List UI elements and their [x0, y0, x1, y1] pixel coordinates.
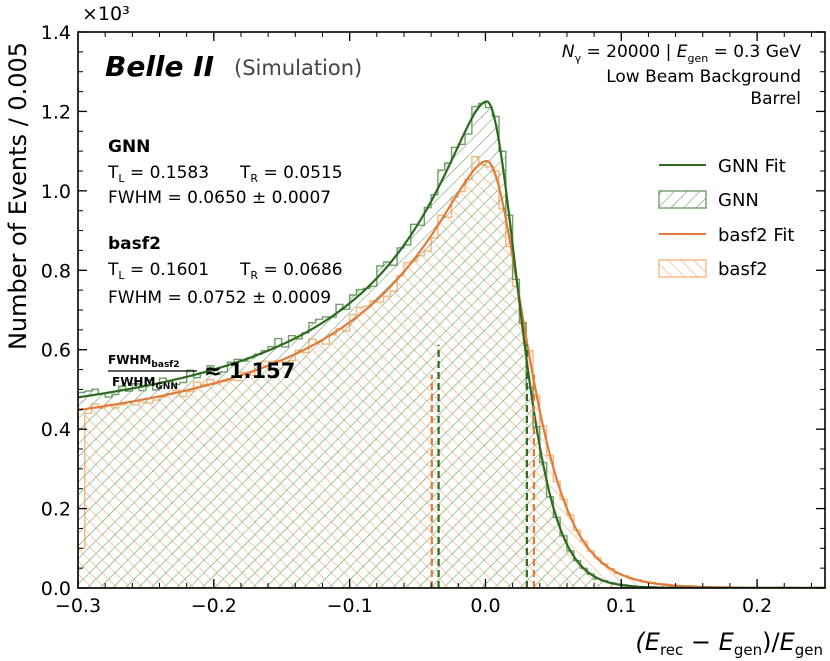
- svg-text:FWHMbasf2: FWHMbasf2: [108, 353, 179, 370]
- x-tick-label: −0.1: [327, 595, 373, 617]
- x-axis-title: (Erec − Egen)/Egen: [635, 628, 823, 659]
- info-line1: Nγ = 20000 | Egen = 0.3 GeV: [562, 42, 802, 65]
- y-tick-label: 1.4: [41, 22, 71, 44]
- axis-ticks: −0.3 −0.2 −0.1 0.0 0.1 0.2 0.0 0.2 0.4 0.6 0.8 1.0 1…: [41, 22, 825, 617]
- gnn-fwhm: FWHM = 0.0650 ± 0.0007: [108, 188, 331, 208]
- legend: GNN Fit GNN basf2 Fit basf2: [658, 156, 794, 280]
- x-tick-label: 0.2: [742, 595, 772, 617]
- svg-text:GNN Fit: GNN Fit: [718, 156, 786, 177]
- gnn-tr: TR = 0.0515: [239, 163, 343, 185]
- legend-item-gnn-hist: GNN: [658, 190, 759, 211]
- y-tick-label: 0.8: [41, 260, 71, 282]
- basf2-tl: TL = 0.1601: [107, 260, 209, 282]
- y-tick-label: 0.6: [41, 340, 71, 362]
- legend-item-basf2-hist: basf2: [658, 259, 768, 280]
- svg-text:GNN: GNN: [718, 190, 759, 211]
- x-tick-label: −0.2: [191, 595, 237, 617]
- x-tick-label: 0.0: [470, 595, 500, 617]
- gnn-tl: TL = 0.1583: [107, 163, 209, 185]
- legend-item-basf2-fit: basf2 Fit: [659, 225, 794, 246]
- plot-area: [78, 100, 825, 588]
- y-tick-label: 0.4: [41, 419, 71, 441]
- x-tick-label: −0.3: [55, 595, 101, 617]
- basf2-tr: TR = 0.0686: [239, 260, 343, 282]
- y-tick-label: 1.2: [41, 101, 71, 123]
- y-tick-label: 1.0: [41, 181, 71, 203]
- info-line2: Low Beam Background: [606, 67, 801, 87]
- svg-text:basf2 Fit: basf2 Fit: [718, 225, 794, 246]
- experiment-label: Belle II: [105, 50, 214, 83]
- y-axis-title: Number of Events / 0.005: [4, 42, 32, 350]
- gnn-histogram: [78, 102, 825, 588]
- x-tick-label: 0.1: [606, 595, 636, 617]
- y-tick-label: 0.2: [41, 499, 71, 521]
- gnn-title: GNN: [108, 137, 150, 157]
- basf2-fwhm: FWHM = 0.0752 ± 0.0009: [108, 288, 331, 308]
- y-multiplier: ×10³: [82, 3, 130, 25]
- svg-text:≈ 1.157: ≈ 1.157: [204, 359, 295, 383]
- y-tick-label: 0.0: [41, 578, 71, 600]
- info-line3: Barrel: [750, 89, 801, 109]
- basf2-title: basf2: [108, 234, 161, 254]
- svg-text:basf2: basf2: [718, 259, 768, 280]
- simulation-label: (Simulation): [234, 56, 362, 80]
- legend-item-gnn-fit: GNN Fit: [659, 156, 786, 177]
